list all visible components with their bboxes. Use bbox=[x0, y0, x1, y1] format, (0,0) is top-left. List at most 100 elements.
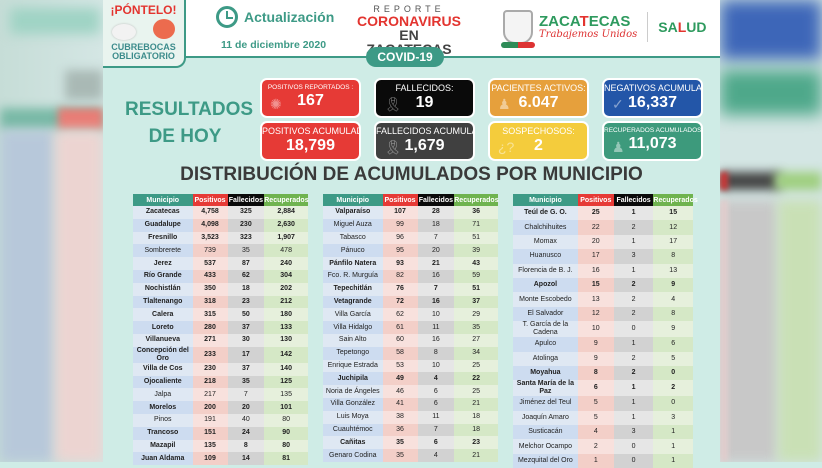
cell-recuperados: 23 bbox=[454, 436, 498, 450]
cell-positivos: 537 bbox=[192, 257, 228, 270]
table-row: Tlaltenango 318 23 212 bbox=[133, 295, 308, 309]
cell-fallecidos: 7 bbox=[227, 388, 265, 402]
cell-municipio: Vetagrande bbox=[323, 295, 383, 309]
cell-recuperados: 2,630 bbox=[264, 218, 308, 232]
table-row: Chalchihuites 22 2 12 bbox=[513, 220, 693, 235]
cell-positivos: 2 bbox=[577, 439, 614, 454]
cell-positivos: 230 bbox=[192, 362, 228, 376]
table-row: Susticacán 4 3 1 bbox=[513, 425, 693, 440]
cell-municipio: Villanueva bbox=[133, 333, 193, 347]
cell-fallecidos: 17 bbox=[227, 346, 265, 363]
cell-positivos: 5 bbox=[577, 396, 614, 411]
cell-fallecidos: 2 bbox=[613, 365, 654, 381]
cell-recuperados: 202 bbox=[264, 282, 308, 296]
cell-recuperados: 34 bbox=[454, 346, 498, 360]
table-row: Río Grande 433 62 304 bbox=[133, 269, 308, 283]
cell-fallecidos: 1 bbox=[613, 263, 654, 278]
cell-municipio: T. García de la Cadena bbox=[513, 321, 578, 338]
cell-recuperados: 304 bbox=[264, 269, 308, 283]
cell-fallecidos: 50 bbox=[227, 308, 265, 322]
card-sospechosos: ¿? SOSPECHOSOS: 2 bbox=[488, 121, 589, 161]
cell-municipio: Apulco bbox=[513, 337, 578, 352]
cell-recuperados: 140 bbox=[264, 362, 308, 376]
table-row: Tabasco 96 7 51 bbox=[323, 231, 498, 245]
card-fallecidos: 🎗 FALLECIDOS: 19 bbox=[374, 78, 475, 118]
salud-logo: SALUD bbox=[658, 19, 707, 35]
cell-recuperados: 21 bbox=[454, 397, 498, 411]
cell-positivos: 107 bbox=[382, 206, 418, 219]
cell-municipio: Pinos bbox=[133, 413, 193, 427]
table-row: Pinos 191 40 80 bbox=[133, 413, 308, 427]
cell-positivos: 9 bbox=[577, 337, 614, 352]
cell-fallecidos: 323 bbox=[227, 231, 265, 245]
cell-recuperados: 51 bbox=[454, 282, 498, 296]
person-icon: ♟ bbox=[612, 139, 625, 155]
cell-municipio: Cuauhtémoc bbox=[323, 423, 383, 437]
column-header: Fallecidos bbox=[227, 194, 265, 206]
cell-recuperados: 0 bbox=[653, 396, 693, 411]
table-row: T. García de la Cadena 10 0 9 bbox=[513, 321, 693, 338]
cell-positivos: 4,098 bbox=[192, 218, 228, 232]
table-row: Enrique Estrada 53 10 25 bbox=[323, 359, 498, 373]
table-row: Nochistlán 350 18 202 bbox=[133, 282, 308, 296]
cell-fallecidos: 0 bbox=[613, 321, 654, 338]
ribbon-icon: 🎗 bbox=[384, 96, 402, 112]
card-pacientes-activos: ♟ PACIENTES ACTIVOS: 6.047 bbox=[488, 78, 589, 118]
table-row: Cañitas 35 6 23 bbox=[323, 436, 498, 450]
cell-positivos: 200 bbox=[192, 401, 228, 414]
distribution-title: DISTRIBUCIÓN DE ACUMULADOS POR MUNICIPIO bbox=[180, 164, 643, 185]
cell-municipio: Tlaltenango bbox=[133, 295, 193, 309]
coat-of-arms-icon bbox=[501, 10, 535, 48]
cell-fallecidos: 1 bbox=[613, 337, 654, 352]
cell-recuperados: 81 bbox=[264, 452, 308, 466]
cell-municipio: Nochistlán bbox=[133, 282, 193, 296]
cell-municipio: Momax bbox=[513, 234, 578, 250]
cell-positivos: 41 bbox=[382, 397, 418, 411]
cell-positivos: 93 bbox=[382, 257, 418, 270]
cell-recuperados: 27 bbox=[454, 333, 498, 347]
cell-positivos: 60 bbox=[382, 333, 418, 347]
municipality-table-2: Municipio Positivos Fallecidos Recuperados V… bbox=[323, 194, 499, 462]
cell-fallecidos: 3 bbox=[613, 425, 654, 440]
cell-fallecidos: 37 bbox=[227, 362, 265, 376]
cell-municipio: Atolinga bbox=[513, 351, 578, 366]
blurred-left-edge bbox=[0, 0, 103, 462]
cell-municipio: Jerez bbox=[133, 257, 193, 270]
table-row: Joaquín Amaro 5 1 3 bbox=[513, 410, 693, 426]
cell-fallecidos: 325 bbox=[227, 206, 265, 219]
cell-fallecidos: 16 bbox=[417, 333, 455, 347]
results-title: RESULTADOS DE HOY bbox=[125, 99, 254, 147]
report-line1: REPORTE bbox=[373, 4, 445, 14]
card-positivos-acumulados: POSITIVOS ACUMULADOS:18,799 bbox=[260, 121, 361, 161]
cell-positivos: 35 bbox=[382, 436, 418, 450]
cell-fallecidos: 16 bbox=[417, 269, 455, 283]
state-name: ZACATECAS bbox=[539, 13, 631, 30]
cell-positivos: 433 bbox=[192, 269, 228, 283]
cell-recuperados: 9 bbox=[653, 277, 693, 293]
update-label: Actualización bbox=[244, 9, 335, 25]
cell-positivos: 315 bbox=[192, 308, 228, 322]
card-negativos-acumulados: ✓ NEGATIVOS ACUMULADOS:16,337 bbox=[602, 78, 703, 118]
cell-municipio: Loreto bbox=[133, 321, 193, 334]
cell-positivos: 218 bbox=[192, 375, 228, 389]
cell-fallecidos: 35 bbox=[227, 244, 265, 258]
cell-municipio: Concepción del Oro bbox=[133, 346, 193, 363]
cell-positivos: 82 bbox=[382, 269, 418, 283]
column-header: Fallecidos bbox=[613, 194, 654, 206]
cell-positivos: 38 bbox=[382, 410, 418, 424]
cell-fallecidos: 2 bbox=[613, 292, 654, 307]
table-row: Apulco 9 1 6 bbox=[513, 337, 693, 352]
table-row: El Salvador 12 2 8 bbox=[513, 306, 693, 322]
cell-municipio: Juan Aldama bbox=[133, 452, 193, 466]
cell-recuperados: 25 bbox=[454, 359, 498, 373]
table-row: Concepción del Oro 233 17 142 bbox=[133, 346, 308, 363]
state-slogan: Trabajemos Unidos bbox=[539, 29, 638, 40]
ribbon-icon: 🎗 bbox=[384, 139, 402, 155]
cell-positivos: 99 bbox=[382, 218, 418, 232]
cell-municipio: Luis Moya bbox=[323, 410, 383, 424]
table-row: Genaro Codina 35 4 21 bbox=[323, 449, 498, 462]
cell-fallecidos: 8 bbox=[227, 439, 265, 453]
table-row: Loreto 280 37 133 bbox=[133, 321, 308, 334]
cell-municipio: Fresnillo bbox=[133, 231, 193, 245]
cell-positivos: 35 bbox=[382, 449, 418, 462]
